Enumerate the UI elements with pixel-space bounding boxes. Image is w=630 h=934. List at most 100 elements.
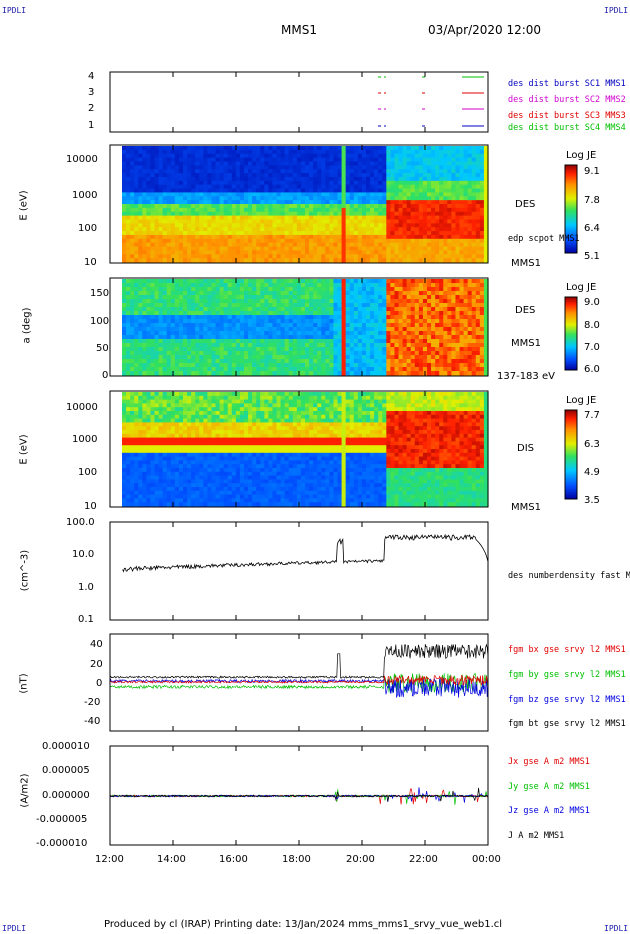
des-pitch-cell (305, 299, 310, 304)
des-energy-cell (447, 173, 452, 178)
des-energy-cell (386, 254, 391, 259)
des-energy-cell (284, 169, 290, 174)
des-pitch-cell (414, 311, 420, 316)
des-energy-cell (329, 165, 335, 170)
des-energy-cell (268, 176, 274, 182)
des-pitch-cell (219, 355, 225, 360)
des-energy-cell (427, 146, 432, 151)
des-pitch-cell (126, 359, 131, 364)
des-energy-cell (353, 238, 359, 244)
des-pitch-cell (459, 295, 465, 300)
des-pitch-cell (353, 307, 359, 312)
des-pitch-cell (187, 371, 192, 376)
des-pitch-cell (158, 319, 164, 324)
des-energy-cell (207, 254, 213, 259)
des-energy-cell (158, 258, 164, 263)
des-pitch-cell (378, 307, 383, 312)
des-energy-cell (431, 146, 436, 151)
des-energy-cell (292, 246, 298, 251)
des-energy-cell (158, 242, 164, 248)
des-pitch-cell (317, 347, 322, 352)
des-pitch-cell (142, 279, 147, 284)
des-pitch-cell (406, 359, 412, 364)
des-energy-cell (174, 146, 180, 151)
des-pitch-cell (130, 351, 135, 356)
des-pitch-cell (183, 299, 188, 304)
des-energy-cell (272, 176, 278, 182)
des-pitch-cell (284, 323, 290, 328)
des-pitch-cell (150, 323, 156, 328)
des-pitch-cell (341, 319, 347, 324)
des-energy-cell (349, 184, 355, 190)
des-pitch-cell (366, 311, 371, 316)
des-pitch-cell (451, 311, 457, 316)
des-pitch-cell (439, 303, 444, 308)
des-pitch-cell (349, 343, 355, 348)
des-pitch-cell (154, 323, 160, 328)
des-pitch-cell (154, 291, 160, 296)
des-energy-cell (248, 165, 253, 170)
des-pitch-cell (329, 323, 335, 328)
des-energy-cell (268, 238, 274, 244)
des-energy-cell (300, 242, 306, 248)
des-energy-cell (451, 223, 457, 228)
dis-energy-cell (122, 475, 127, 480)
dis-energy-cell (126, 494, 131, 499)
des-energy-cell (447, 207, 452, 213)
des-energy-cell (455, 188, 461, 193)
des-energy-cell (138, 227, 143, 232)
des-pitch-cell (231, 279, 237, 284)
dis-energy-cell (134, 456, 139, 461)
des-energy-cell (203, 184, 208, 190)
des-energy-cell (272, 153, 278, 159)
des-energy-cell (418, 146, 424, 151)
dis-energy-cell (122, 483, 127, 488)
des-pitch-cell (244, 279, 249, 284)
des-pitch-cell (467, 303, 473, 308)
des-pitch-cell (272, 327, 278, 332)
des-pitch-cell (370, 299, 375, 304)
des-energy-cell (305, 165, 310, 170)
des-energy-cell (374, 246, 379, 251)
des-pitch-cell (219, 315, 225, 320)
des-pitch-cell (313, 315, 318, 320)
des-pitch-cell (223, 343, 229, 348)
des-energy-cell (211, 157, 217, 163)
des-energy-cell (284, 176, 290, 182)
des-pitch-cell (341, 303, 347, 308)
des-energy-cell (219, 146, 225, 151)
des-pitch-cell (146, 371, 152, 376)
des-energy-cell (394, 238, 400, 244)
des-energy-cell (443, 180, 448, 186)
des-pitch-cell (431, 367, 436, 372)
des-energy-cell (231, 173, 237, 178)
des-pitch-cell (361, 371, 367, 376)
des-energy-cell (451, 207, 457, 213)
des-energy-cell (231, 246, 237, 251)
des-pitch-cell (341, 299, 347, 304)
des-pitch-cell (219, 371, 225, 376)
des-pitch-cell (378, 295, 383, 300)
des-pitch-cell (349, 323, 355, 328)
des-pitch-cell (406, 355, 412, 360)
des-energy-cell (366, 146, 371, 151)
des-energy-cell (199, 180, 204, 186)
des-pitch-cell (268, 283, 274, 288)
des-pitch-cell (122, 307, 127, 312)
des-energy-cell (195, 180, 200, 186)
des-pitch-cell (239, 303, 245, 308)
des-energy-cell (341, 153, 347, 159)
des-energy-cell (199, 234, 204, 240)
des-pitch-cell (146, 303, 152, 308)
des-energy-cell (203, 258, 208, 263)
des-energy-cell (333, 250, 339, 255)
des-energy-cell (305, 200, 310, 205)
des-energy-cell (215, 258, 221, 263)
des-energy-cell (349, 254, 355, 259)
des-energy-cell (435, 254, 440, 259)
des-pitch-cell (410, 279, 416, 284)
des-pitch-cell (378, 283, 383, 288)
des-energy-cell (231, 184, 237, 190)
des-pitch-cell (122, 359, 127, 364)
des-energy-cell (215, 169, 221, 174)
